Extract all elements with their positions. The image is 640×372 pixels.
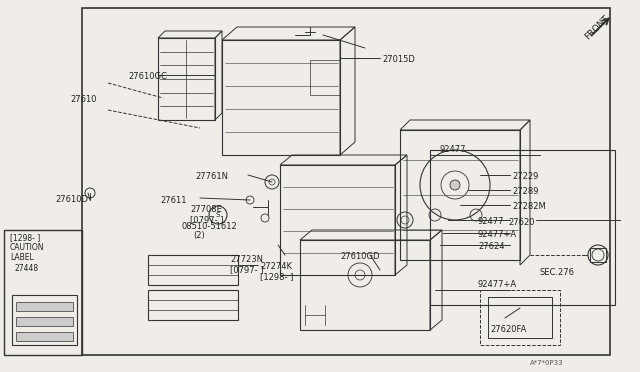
Bar — [148, 290, 238, 320]
Text: 92477+A: 92477+A — [478, 230, 517, 239]
Text: 27282M: 27282M — [512, 202, 546, 211]
Text: 27624: 27624 — [478, 242, 504, 251]
Text: S: S — [216, 212, 220, 218]
Bar — [4, 230, 82, 355]
Bar — [590, 248, 606, 262]
Text: 27723N: 27723N — [230, 255, 263, 264]
Text: [0797- ]: [0797- ] — [230, 265, 264, 274]
Bar — [82, 8, 610, 355]
Text: [1298- ]: [1298- ] — [260, 272, 293, 281]
Text: 27015D: 27015D — [382, 55, 415, 64]
Text: 27610GD: 27610GD — [340, 252, 380, 261]
Bar — [222, 40, 340, 155]
Text: 27611: 27611 — [160, 196, 186, 205]
Text: A*7*0P33: A*7*0P33 — [530, 360, 564, 366]
Text: 27610GC: 27610GC — [128, 72, 167, 81]
Bar — [480, 290, 560, 345]
Text: 27274K: 27274K — [260, 262, 292, 271]
Text: SEC.276: SEC.276 — [540, 268, 575, 277]
Text: [0797- ]: [0797- ] — [190, 215, 223, 224]
Bar — [16, 332, 73, 341]
Circle shape — [450, 180, 460, 190]
Text: (2): (2) — [193, 231, 205, 240]
Text: 92477: 92477 — [440, 145, 467, 154]
Bar — [16, 317, 73, 326]
Bar — [148, 255, 238, 285]
Bar — [488, 297, 552, 338]
Text: 92477: 92477 — [478, 217, 504, 226]
Bar — [400, 130, 520, 260]
Text: 27610D: 27610D — [55, 195, 88, 204]
Text: 27610: 27610 — [70, 95, 97, 104]
Bar — [16, 302, 73, 311]
Text: 08510-51612: 08510-51612 — [182, 222, 237, 231]
Text: CAUTION: CAUTION — [10, 243, 45, 252]
Bar — [280, 165, 395, 275]
Text: FRONT: FRONT — [583, 13, 611, 41]
Bar — [300, 240, 430, 330]
Text: 27761N: 27761N — [195, 172, 228, 181]
Bar — [12, 295, 77, 345]
Text: 27289: 27289 — [512, 187, 538, 196]
Bar — [310, 60, 340, 95]
Text: 27708E: 27708E — [190, 205, 222, 214]
Text: [1298- ]: [1298- ] — [10, 233, 40, 242]
Text: 27620: 27620 — [509, 218, 535, 227]
Bar — [158, 38, 215, 120]
Text: 27620FA: 27620FA — [490, 325, 526, 334]
Text: 92477+A: 92477+A — [478, 280, 517, 289]
Text: LABEL: LABEL — [10, 253, 34, 262]
Text: 27448: 27448 — [14, 264, 38, 273]
Text: 27229: 27229 — [512, 172, 538, 181]
Bar — [430, 150, 615, 305]
